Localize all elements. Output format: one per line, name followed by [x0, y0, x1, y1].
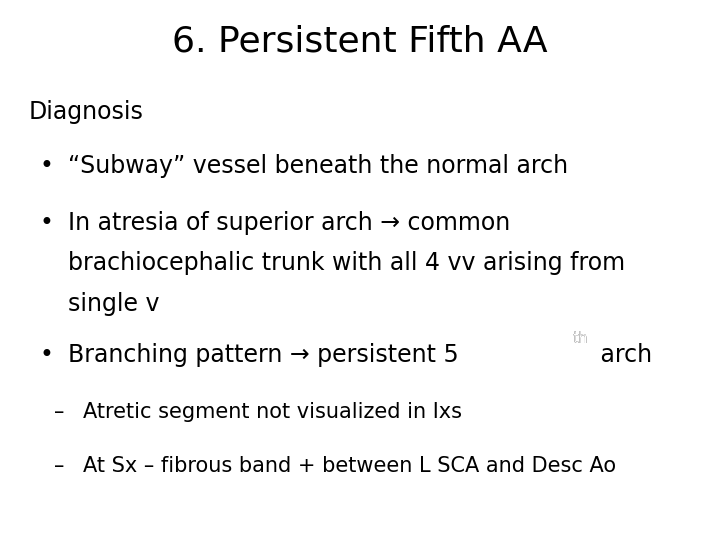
Text: Diagnosis: Diagnosis — [29, 100, 144, 124]
Text: single v: single v — [68, 292, 160, 315]
Text: In atresia of superior arch → common: In atresia of superior arch → common — [68, 211, 510, 234]
Text: •: • — [40, 154, 53, 178]
Text: –: – — [54, 456, 64, 476]
Text: arch: arch — [593, 343, 652, 367]
Text: •: • — [40, 343, 53, 367]
Text: th: th — [572, 331, 588, 346]
Text: •: • — [40, 211, 53, 234]
Text: At Sx – fibrous band + between L SCA and Desc Ao: At Sx – fibrous band + between L SCA and… — [83, 456, 616, 476]
Text: th: th — [572, 331, 588, 346]
Text: Branching pattern → persistent 5: Branching pattern → persistent 5 — [68, 343, 459, 367]
Text: “Subway” vessel beneath the normal arch: “Subway” vessel beneath the normal arch — [68, 154, 569, 178]
Text: brachiocephalic trunk with all 4 vv arising from: brachiocephalic trunk with all 4 vv aris… — [68, 251, 626, 275]
Text: Atretic segment not visualized in Ixs: Atretic segment not visualized in Ixs — [83, 402, 462, 422]
Text: 6. Persistent Fifth AA: 6. Persistent Fifth AA — [172, 24, 548, 58]
Text: –: – — [54, 402, 64, 422]
